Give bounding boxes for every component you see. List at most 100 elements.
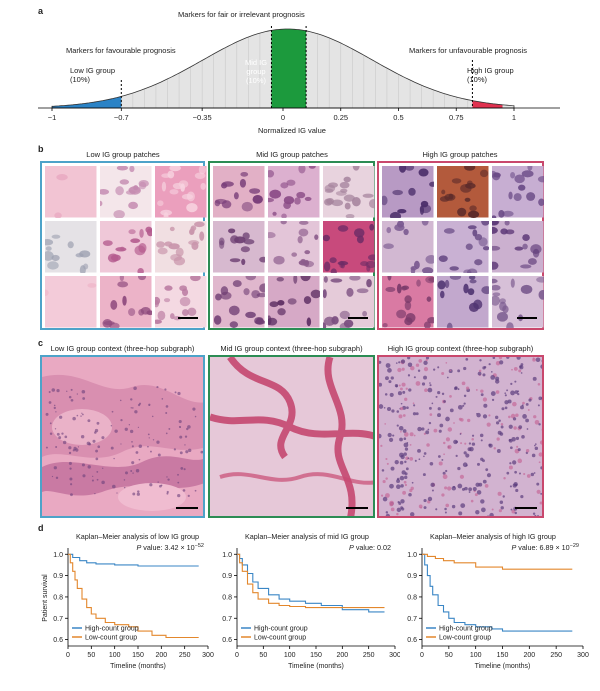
patch-tile xyxy=(213,276,265,328)
patch-tile xyxy=(268,221,320,273)
y-tick-label: 1.0 xyxy=(222,552,232,559)
x-axis-label: Timeline (months) xyxy=(110,663,166,670)
patch-tissue xyxy=(492,276,544,328)
x-tick-label: 1 xyxy=(512,113,516,122)
x-tick-label: 100 xyxy=(284,652,296,659)
patch-tile xyxy=(45,166,97,218)
x-tick-label: 50 xyxy=(259,652,267,659)
patch-tissue xyxy=(155,166,207,218)
patch-tile xyxy=(100,276,152,328)
x-tick-label: 0 xyxy=(235,652,239,659)
low-context-tissue xyxy=(42,357,205,518)
low-group-label-line2: (10%) xyxy=(70,75,115,84)
patch-tissue xyxy=(45,166,97,218)
scale-bar xyxy=(176,507,198,509)
scale-bar xyxy=(517,317,537,319)
y-tick-label: 0.6 xyxy=(407,637,417,644)
x-tick-label: 200 xyxy=(523,652,535,659)
patch-tile xyxy=(492,276,544,328)
patch-tissue xyxy=(45,221,97,273)
y-tick-label: 0.6 xyxy=(222,637,232,644)
favourable-prognosis-label: Markers for favourable prognosis xyxy=(66,46,176,55)
x-tick-label: 300 xyxy=(577,652,589,659)
legend-high-label: High-count group xyxy=(85,626,139,633)
low-patches-title: Low IG group patches xyxy=(42,150,204,159)
x-tick-label: 200 xyxy=(336,652,348,659)
x-tick-label: 0 xyxy=(281,113,285,122)
patch-tile xyxy=(492,166,544,218)
y-tick-label: 1.0 xyxy=(407,552,417,559)
patch-tissue xyxy=(213,166,265,218)
high-group-label: High IG group (10%) xyxy=(467,66,514,84)
patch-tile xyxy=(155,166,207,218)
x-tick-label: 300 xyxy=(389,652,400,659)
x-tick-label: 50 xyxy=(87,652,95,659)
mid-patches-grid xyxy=(208,161,375,330)
mid-context-title: Mid IG group context (three-hop subgraph… xyxy=(208,344,375,353)
y-tick-label: 0.9 xyxy=(407,573,417,580)
patch-tile xyxy=(45,221,97,273)
patch-tile xyxy=(268,166,320,218)
y-tick-label: 0.7 xyxy=(222,616,232,623)
x-tick-label: 0 xyxy=(66,652,70,659)
km-title: Kaplan–Meier analysis of mid IG group xyxy=(245,532,369,541)
patch-tile xyxy=(437,221,489,273)
high-group-label-line2: (10%) xyxy=(467,75,514,84)
patch-tissue xyxy=(323,276,375,328)
unfavourable-prognosis-label: Markers for unfavourable prognosis xyxy=(409,46,527,55)
scale-bar xyxy=(346,507,368,509)
patch-tile xyxy=(100,166,152,218)
x-tick-label: 250 xyxy=(363,652,375,659)
km-title: Kaplan–Meier analysis of high IG group xyxy=(430,532,556,541)
km-pvalue: P value: 6.89 × 10−29 xyxy=(512,543,580,552)
mid-group-label-line1: Mid IG xyxy=(242,58,270,67)
x-tick-label: 200 xyxy=(155,652,167,659)
patch-tissue xyxy=(268,166,320,218)
mid-patches-title: Mid IG group patches xyxy=(210,150,374,159)
x-tick-label: 150 xyxy=(132,652,144,659)
patch-tissue xyxy=(45,276,97,328)
high-count-curve xyxy=(237,554,385,612)
patch-tile xyxy=(155,221,207,273)
patch-tile xyxy=(437,166,489,218)
patch-tissue xyxy=(100,276,152,328)
x-tick-label: 100 xyxy=(470,652,482,659)
legend-low-label: Low-count group xyxy=(254,635,306,642)
patch-tissue xyxy=(155,221,207,273)
patch-tile xyxy=(213,166,265,218)
mid-group-label-line3: (10%) xyxy=(242,76,270,85)
patch-tile xyxy=(492,221,544,273)
km-plot-mid-svg: Kaplan–Meier analysis of mid IG group P v… xyxy=(215,530,400,686)
patch-tile xyxy=(437,276,489,328)
y-tick-label: 0.9 xyxy=(222,573,232,580)
patch-tile xyxy=(323,276,375,328)
patch-tissue xyxy=(382,276,434,328)
patch-tile xyxy=(323,166,375,218)
patch-tile xyxy=(382,276,434,328)
patch-tile xyxy=(213,221,265,273)
x-tick-label: 0.25 xyxy=(333,113,348,122)
km-plot-high: Kaplan–Meier analysis of high IG group P … xyxy=(400,530,590,686)
patch-tissue xyxy=(437,276,489,328)
patch-tissue xyxy=(268,276,320,328)
patch-tissue xyxy=(492,221,544,273)
mid-group-label-line2: group xyxy=(242,67,270,76)
km-plot-high-svg: Kaplan–Meier analysis of high IG group P … xyxy=(400,530,590,686)
y-tick-label: 0.7 xyxy=(53,616,63,623)
y-tick-label: 0.8 xyxy=(53,594,63,601)
x-tick-label: 250 xyxy=(550,652,562,659)
y-tick-label: 0.7 xyxy=(407,616,417,623)
low-count-curve xyxy=(237,554,385,607)
x-axis-label: Timeline (months) xyxy=(288,663,344,670)
scale-bar xyxy=(515,507,537,509)
y-tick-label: 0.8 xyxy=(407,594,417,601)
x-tick-label: 50 xyxy=(445,652,453,659)
y-axis-label: Patient survival xyxy=(42,574,49,622)
y-tick-label: 0.6 xyxy=(53,637,63,644)
mid-context-tissue xyxy=(210,357,375,518)
high-count-curve xyxy=(422,554,572,631)
mid-group-label: Mid IG group (10%) xyxy=(242,58,270,85)
patch-tissue xyxy=(213,276,265,328)
km-pvalue: P value: 0.02 xyxy=(349,543,391,552)
